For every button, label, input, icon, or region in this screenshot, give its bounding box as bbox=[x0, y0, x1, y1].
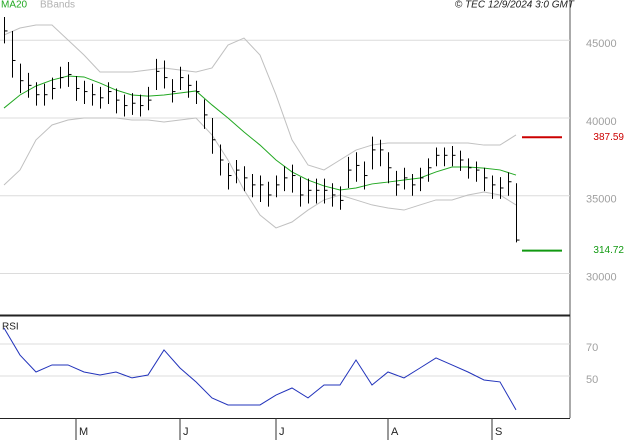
line bbox=[3, 327, 517, 411]
line bbox=[3, 75, 517, 191]
y-tick-label: 40000 bbox=[586, 116, 617, 128]
y-tick-label: 70 bbox=[586, 342, 598, 354]
x-tick-label: J bbox=[183, 426, 189, 438]
level-label: 387.59 bbox=[593, 132, 624, 143]
x-tick-label: A bbox=[391, 426, 399, 438]
credit: © TEC 12/9/2024 3:0 GMT bbox=[455, 0, 575, 11]
x-tick-label: M bbox=[79, 426, 88, 438]
x-tick-label: S bbox=[495, 426, 502, 438]
legend-bbands: BBands bbox=[40, 0, 75, 11]
y-tick-label: 50 bbox=[586, 374, 598, 386]
y-tick-label: 30000 bbox=[586, 271, 617, 283]
x-tick-label: J bbox=[279, 426, 285, 438]
level-label: 314.72 bbox=[593, 245, 624, 256]
rsi-title: RSI bbox=[2, 322, 19, 333]
y-tick-label: 45000 bbox=[586, 38, 617, 50]
line bbox=[3, 117, 517, 229]
line bbox=[3, 24, 517, 171]
legend-ma: MA20 bbox=[1, 0, 28, 11]
y-tick-label: 35000 bbox=[586, 194, 617, 206]
